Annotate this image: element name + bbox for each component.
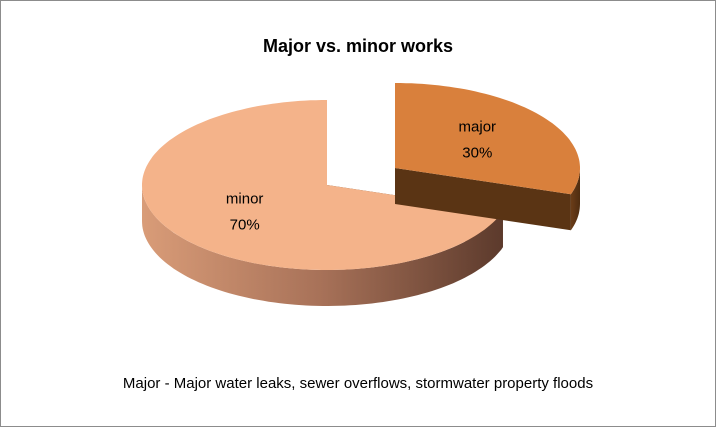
slice-wall [570,168,580,231]
slice-label: major [459,118,497,135]
slice-side [395,168,571,231]
slice [142,100,503,270]
chart-note: Major - Major water leaks, sewer overflo… [123,375,593,392]
slice-value-label: 30% [462,144,492,161]
slice-value-label: 70% [230,216,260,233]
slice-wall [142,185,503,306]
chart-title: Major vs. minor works [263,36,453,56]
slice-label: minor [226,190,264,207]
slice [395,83,580,195]
